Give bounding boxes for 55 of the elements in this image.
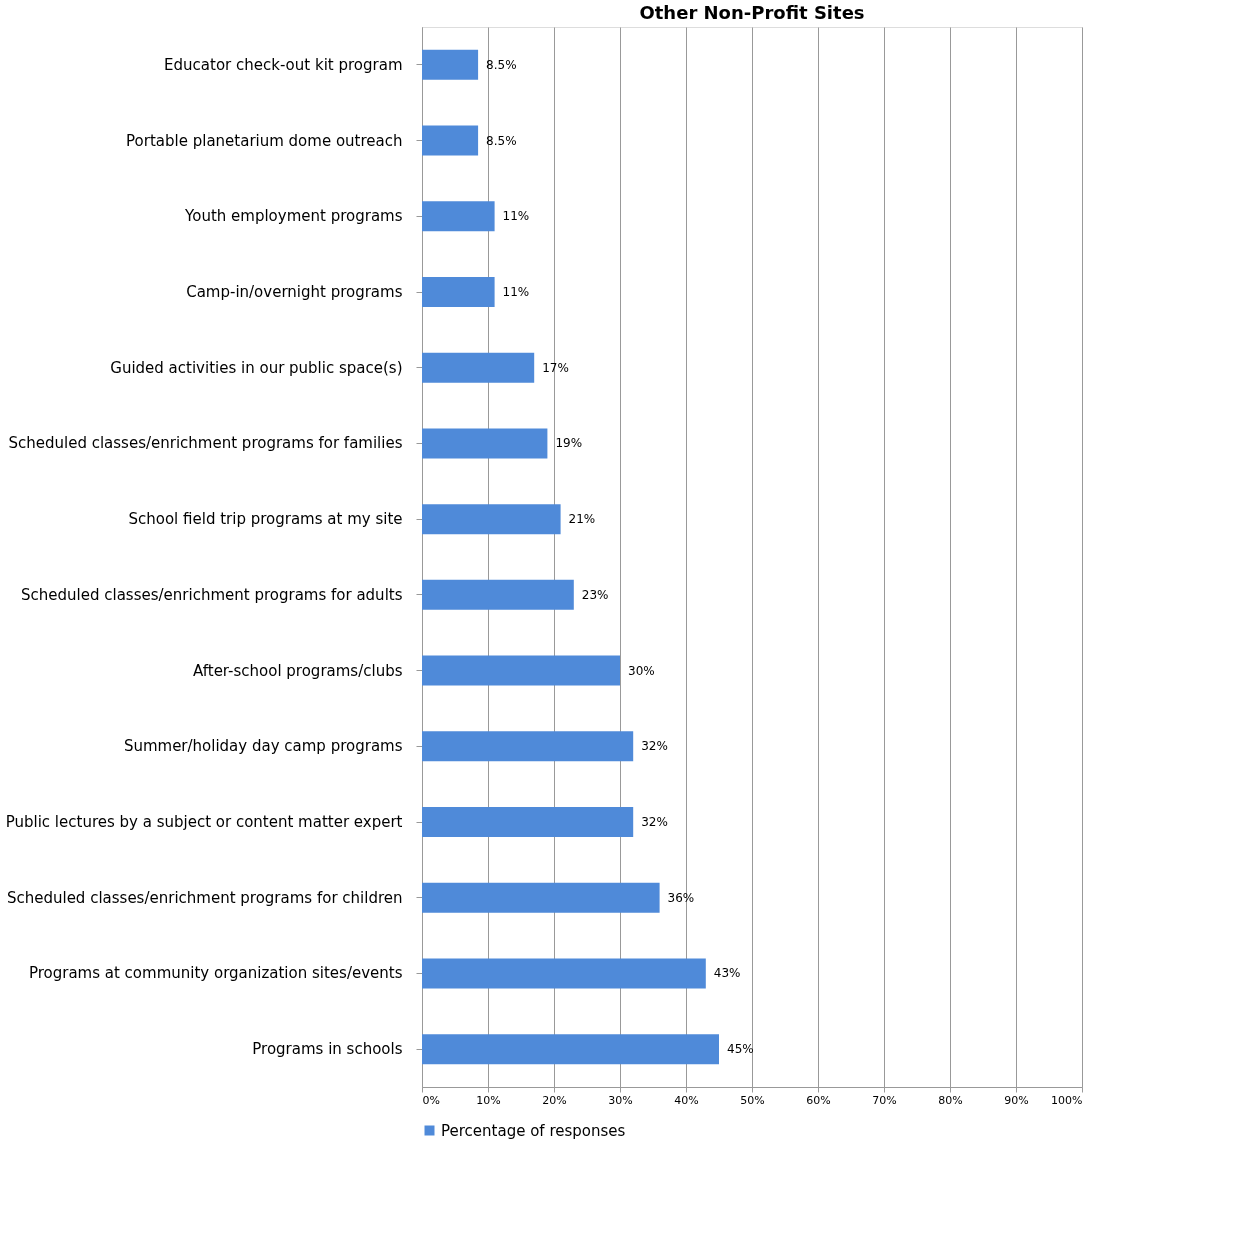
- bar: [422, 882, 660, 913]
- data-label: 23%: [581, 587, 609, 602]
- data-label: 11%: [502, 285, 530, 299]
- data-label: 8.5%: [486, 133, 517, 148]
- data-label: 8.5%: [486, 57, 517, 72]
- bar: [422, 277, 495, 307]
- y-tick-label: Guided activities in our public space(s): [110, 358, 403, 377]
- bar: [422, 504, 561, 535]
- bar: [422, 807, 634, 837]
- y-tick-label: Summer/holiday day camp programs: [123, 737, 403, 756]
- x-tick-label: 50%: [740, 1093, 765, 1107]
- bar: [422, 201, 495, 232]
- bar: [422, 352, 535, 383]
- x-tick-label: 70%: [872, 1093, 897, 1107]
- y-tick-label: Scheduled classes/enrichment programs for children: [6, 888, 403, 907]
- x-tick-label: 10%: [476, 1093, 501, 1107]
- y-tick-label: Portable planetarium dome outreach: [126, 131, 403, 150]
- y-tick-label: Scheduled classes/enrichment programs for families: [8, 434, 403, 453]
- y-tick-label: Educator check-out kit program: [164, 55, 403, 74]
- bar: [422, 579, 574, 610]
- y-tick-label: School field trip programs at my site: [128, 510, 403, 529]
- bar: [422, 655, 620, 686]
- x-tick-label: 90%: [1004, 1093, 1029, 1107]
- data-label: 17%: [542, 360, 569, 375]
- x-tick-label: 40%: [674, 1093, 699, 1107]
- y-tick-label: After-school programs/clubs: [193, 661, 403, 680]
- y-tick-label: Camp-in/overnight programs: [186, 283, 403, 301]
- bar: [422, 958, 706, 989]
- legend-label: Percentage of responses: [441, 1121, 626, 1140]
- bar: [422, 49, 479, 80]
- y-tick-label: Programs in schools: [252, 1040, 403, 1059]
- data-label: 32%: [641, 739, 668, 754]
- data-label: 19%: [555, 436, 583, 451]
- data-label: 45%: [727, 1042, 754, 1057]
- x-tick-label: 100%: [1051, 1093, 1083, 1107]
- x-tick-label: 80%: [938, 1093, 963, 1107]
- x-tick-label: 0%: [422, 1093, 440, 1107]
- bar: [422, 125, 479, 156]
- bar: [422, 731, 634, 762]
- y-tick-label: Public lectures by a subject or content matter expert: [5, 813, 403, 831]
- y-tick-label: Programs at community organization sites/events: [28, 964, 403, 983]
- x-tick-label: 60%: [806, 1093, 831, 1107]
- x-tick-label: 20%: [542, 1093, 567, 1107]
- y-tick-label: Youth employment programs: [184, 207, 403, 226]
- data-label: 21%: [568, 512, 596, 527]
- chart-title: Other Non-Profit Sites: [639, 2, 865, 23]
- bar: [422, 428, 548, 459]
- bar: [422, 1034, 719, 1065]
- x-tick-label: 30%: [608, 1093, 633, 1107]
- data-label: 32%: [641, 815, 668, 829]
- data-label: 11%: [502, 209, 530, 224]
- y-tick-label: Scheduled classes/enrichment programs for adults: [21, 585, 403, 604]
- data-label: 36%: [667, 890, 695, 905]
- data-label: 30%: [628, 663, 655, 678]
- data-label: 43%: [713, 966, 741, 981]
